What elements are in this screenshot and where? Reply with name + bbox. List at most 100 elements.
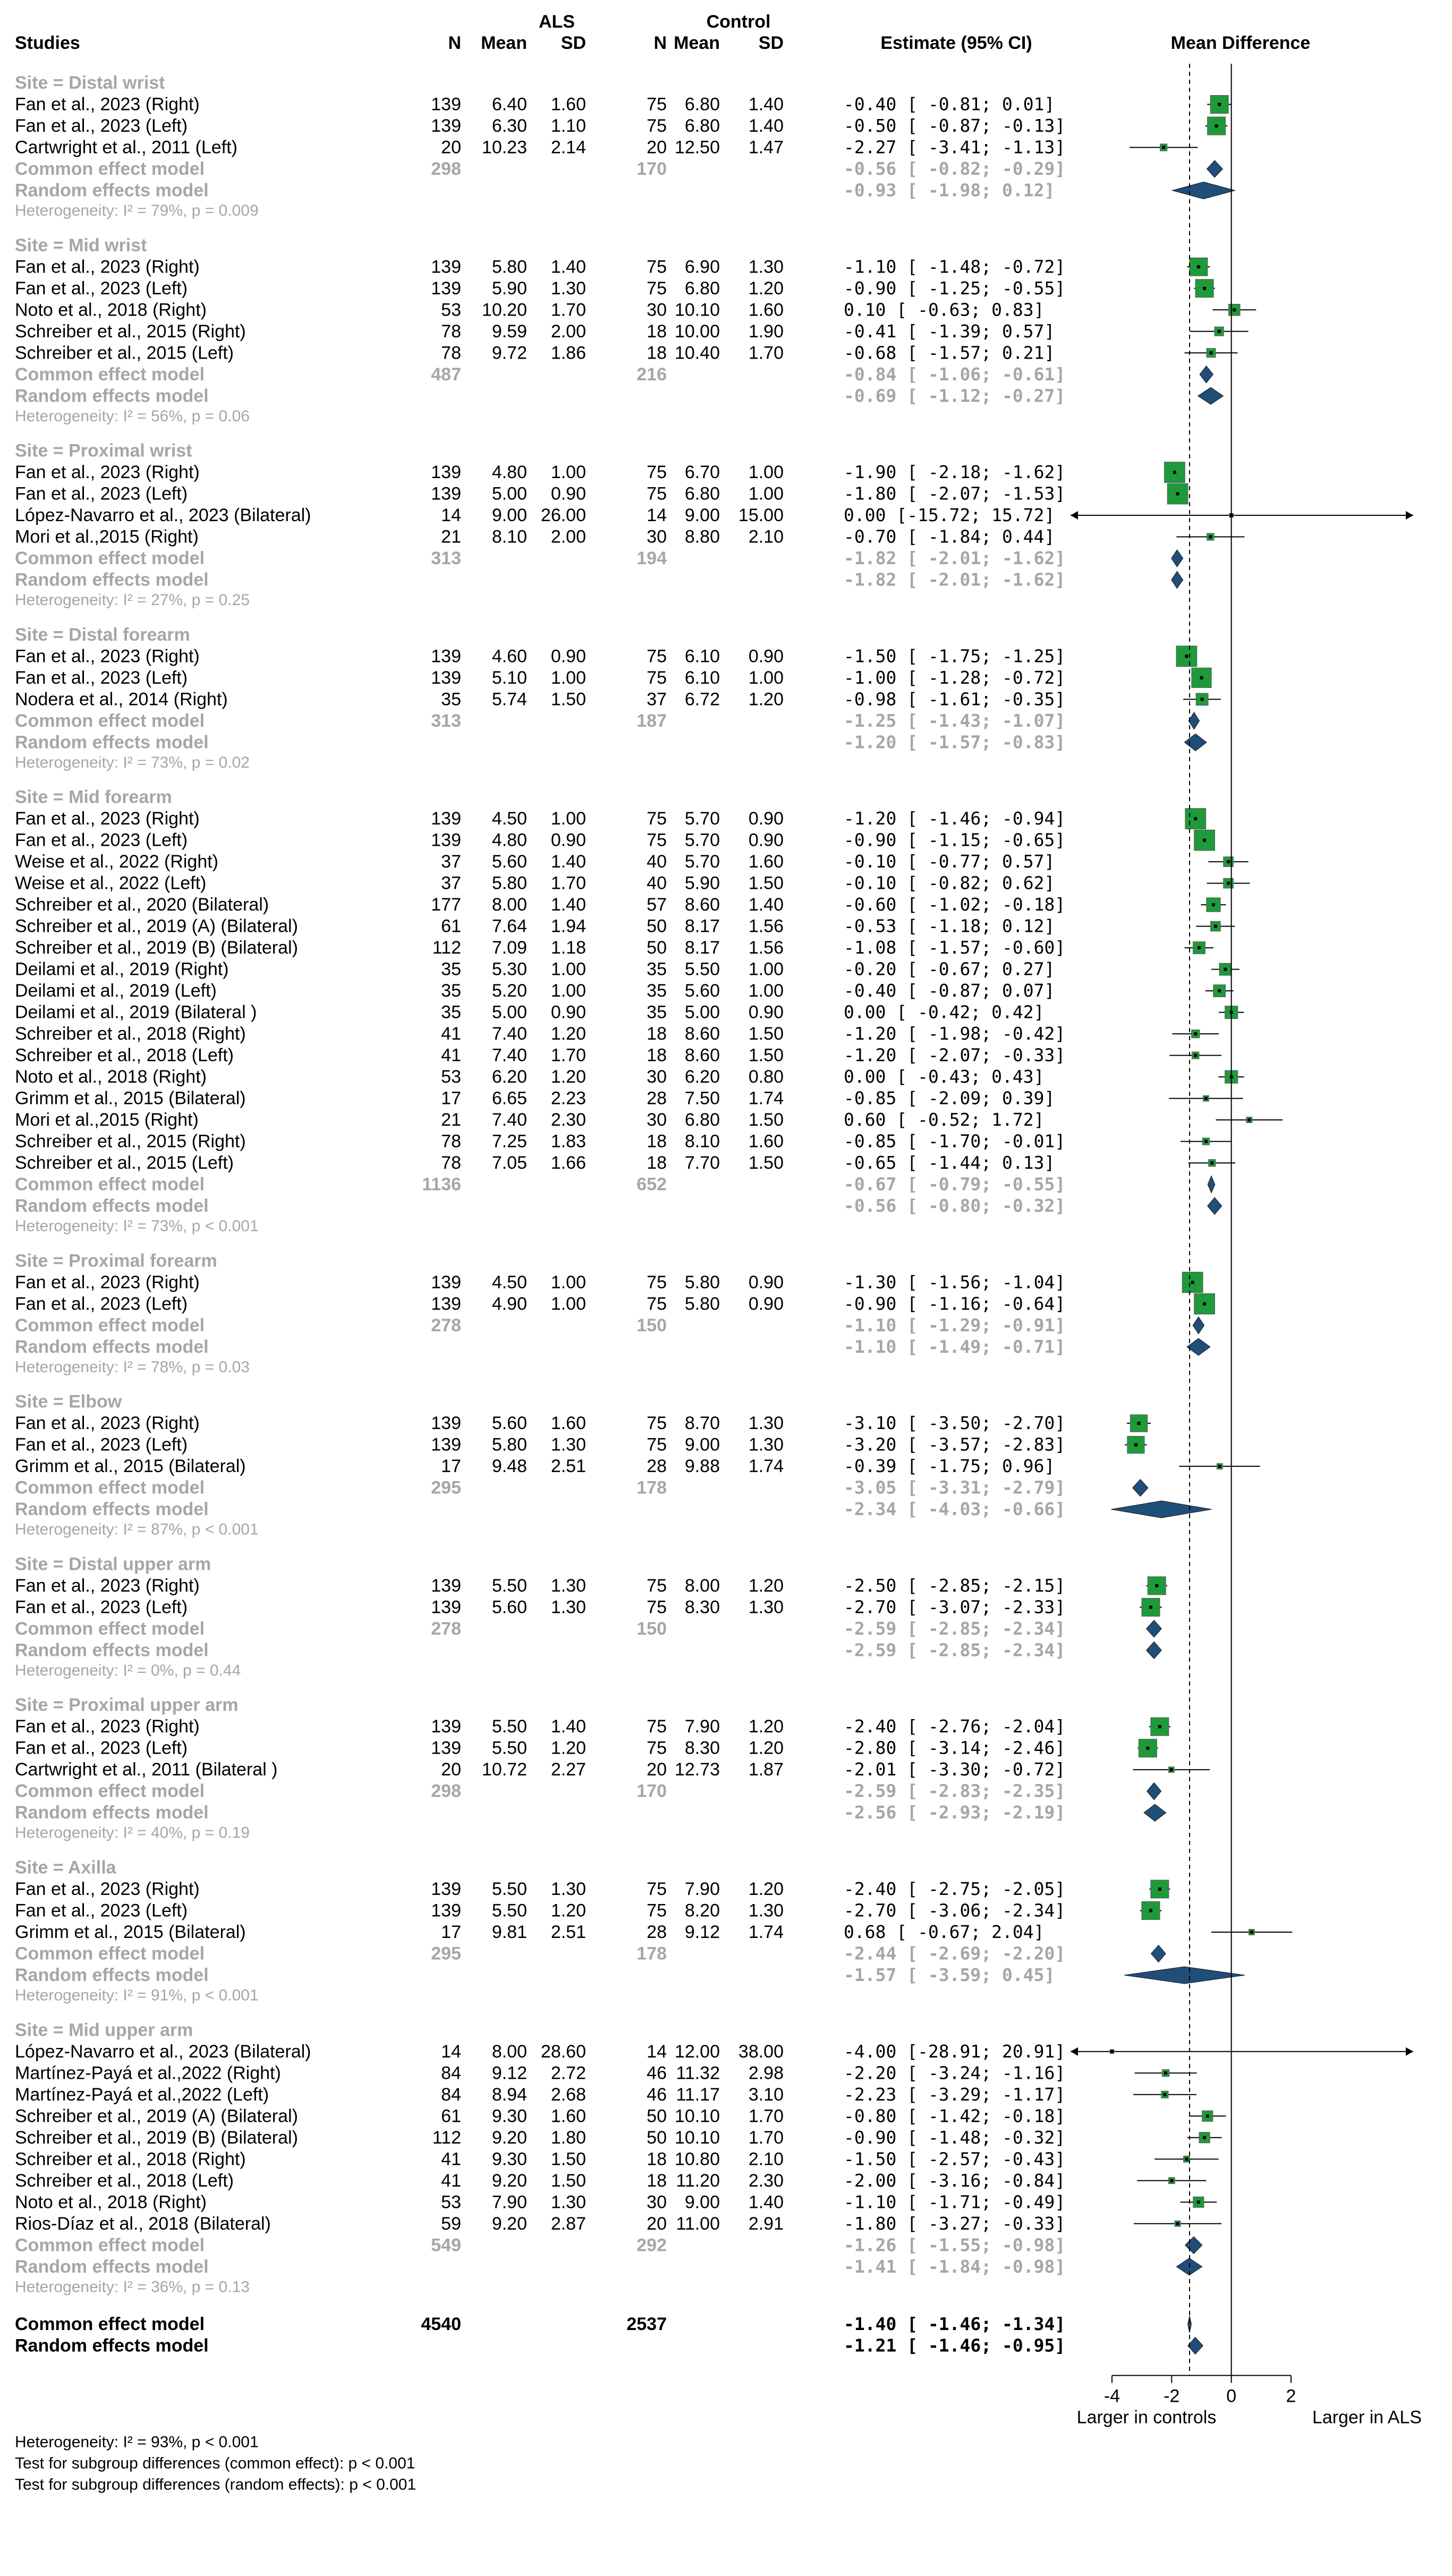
study-name: Fan et al., 2023 (Right) [15,809,200,829]
study-mean-control: 12.73 [675,1759,720,1780]
header-n-als: N [448,33,461,53]
study-mean-control: 7.50 [685,1089,720,1109]
summary-diamond [1111,1500,1212,1518]
study-box [1138,1739,1157,1758]
random-estimate-ci: -1.82 [ -2.01; -1.62] [844,569,1065,590]
study-estimate-ci: -0.10 [ -0.82; 0.62] [844,873,1055,894]
study-n-als: 112 [432,2128,461,2148]
study-sd-control: 15.00 [738,505,784,525]
study-sd-als: 1.00 [551,668,586,688]
study-mean-als: 9.81 [492,1922,527,1942]
study-n-control: 75 [647,1597,667,1617]
study-box [1194,1293,1215,1315]
random-effects-label: Random effects model [15,181,209,201]
overall-n-control: 2537 [626,2314,667,2334]
study-mean-als: 4.80 [492,830,527,851]
study-name: Martínez-Payá et al.,2022 (Right) [15,2063,281,2083]
study-mean-control: 7.90 [685,1716,720,1737]
study-sd-control: 2.10 [749,2149,784,2169]
study-estimate-ci: -0.90 [ -1.15; -0.65] [844,830,1065,851]
study-n-control: 75 [647,484,667,504]
x-tick-label: -2 [1164,2386,1179,2407]
header-als: ALS [539,12,575,32]
study-mean-control: 5.90 [685,873,720,894]
study-mean-als: 5.90 [492,278,527,299]
study-n-als: 41 [441,2171,461,2191]
study-mean-als: 4.50 [492,809,527,829]
study-mean-control: 6.90 [685,257,720,277]
study-mean-als: 5.50 [492,1900,527,1920]
random-effects-label: Random effects model [15,1965,209,1985]
common-estimate-ci: -1.10 [ -1.29; -0.91] [844,1315,1065,1336]
study-n-control: 18 [647,1153,667,1173]
study-n-als: 17 [441,1089,461,1109]
study-mean-als: 5.60 [492,852,527,872]
study-n-als: 78 [441,1132,461,1152]
study-name: Deilami et al., 2019 (Bilateral ) [15,1002,257,1023]
subgroup-heterogeneity: Heterogeneity: I² = 40%, p = 0.19 [15,1824,250,1842]
study-mean-control: 11.17 [676,2085,720,2105]
common-n-control: 652 [636,1175,667,1195]
study-point [1149,1605,1153,1609]
study-name: Fan et al., 2023 (Left) [15,1597,188,1617]
study-sd-als: 1.30 [551,278,586,299]
study-sd-als: 1.30 [551,1435,586,1455]
common-n-control: 178 [636,1478,667,1498]
study-mean-control: 6.80 [685,278,720,299]
study-sd-control: 1.74 [749,1089,784,1109]
header-n-control: N [653,33,667,53]
study-sd-control: 0.90 [749,646,784,666]
study-point [1218,103,1221,106]
study-point [1169,1768,1173,1772]
study-mean-als: 9.20 [492,2128,527,2148]
study-estimate-ci: 0.60 [ -0.52; 1.72] [844,1109,1045,1130]
study-n-als: 139 [431,1272,461,1293]
header-sd-control: SD [759,33,784,53]
study-point [1218,1465,1221,1468]
study-n-control: 30 [647,1067,667,1087]
study-point [1227,881,1230,885]
study-n-control: 28 [647,1922,667,1942]
study-n-als: 139 [431,95,461,115]
study-sd-control: 1.87 [749,1759,784,1780]
study-mean-als: 9.48 [492,1456,527,1476]
subgroup-heterogeneity: Heterogeneity: I² = 73%, p < 0.001 [15,1218,259,1235]
study-n-control: 20 [647,138,667,158]
study-name: Fan et al., 2023 (Left) [15,1738,188,1758]
ci-arrow [1071,511,1078,520]
random-effects-label: Random effects model [15,570,209,590]
overall-common-label: Common effect model [15,2314,205,2334]
study-sd-als: 1.50 [551,2171,586,2191]
study-mean-als: 10.72 [482,1759,527,1780]
study-n-als: 139 [431,809,461,829]
study-sd-control: 3.10 [749,2085,784,2105]
study-mean-control: 6.10 [685,668,720,688]
study-sd-control: 1.20 [749,1879,784,1899]
header-mean-als: Mean [481,33,527,53]
header-studies: Studies [15,33,80,53]
study-n-als: 112 [432,938,461,958]
study-sd-als: 1.60 [551,2106,586,2126]
study-mean-als: 5.80 [492,1435,527,1455]
study-n-control: 75 [647,668,667,688]
subgroup-heterogeneity: Heterogeneity: I² = 0%, p = 0.44 [15,1662,241,1679]
study-point [1204,1140,1208,1143]
study-n-control: 50 [647,938,667,958]
study-sd-als: 1.80 [551,2128,586,2148]
study-sd-control: 0.80 [749,1067,784,1087]
study-sd-als: 1.30 [551,1597,586,1617]
study-mean-als: 5.80 [492,257,527,277]
study-mean-als: 5.20 [492,981,527,1001]
study-point [1158,1725,1161,1729]
study-point [1203,1302,1207,1306]
common-effect-label: Common effect model [15,364,205,385]
study-n-control: 46 [647,2085,667,2105]
study-sd-als: 1.50 [551,689,586,709]
footer-line-3: Test for subgroup differences (random ef… [15,2476,416,2494]
overall-random-ci: -1.21 [ -1.46; -0.95] [844,2335,1065,2356]
study-estimate-ci: -0.40 [ -0.87; 0.07] [844,980,1055,1001]
study-n-control: 40 [647,873,667,894]
study-n-control: 18 [647,1132,667,1152]
study-name: Fan et al., 2023 (Left) [15,668,188,688]
study-estimate-ci: -0.98 [ -1.61; -0.35] [844,688,1065,709]
